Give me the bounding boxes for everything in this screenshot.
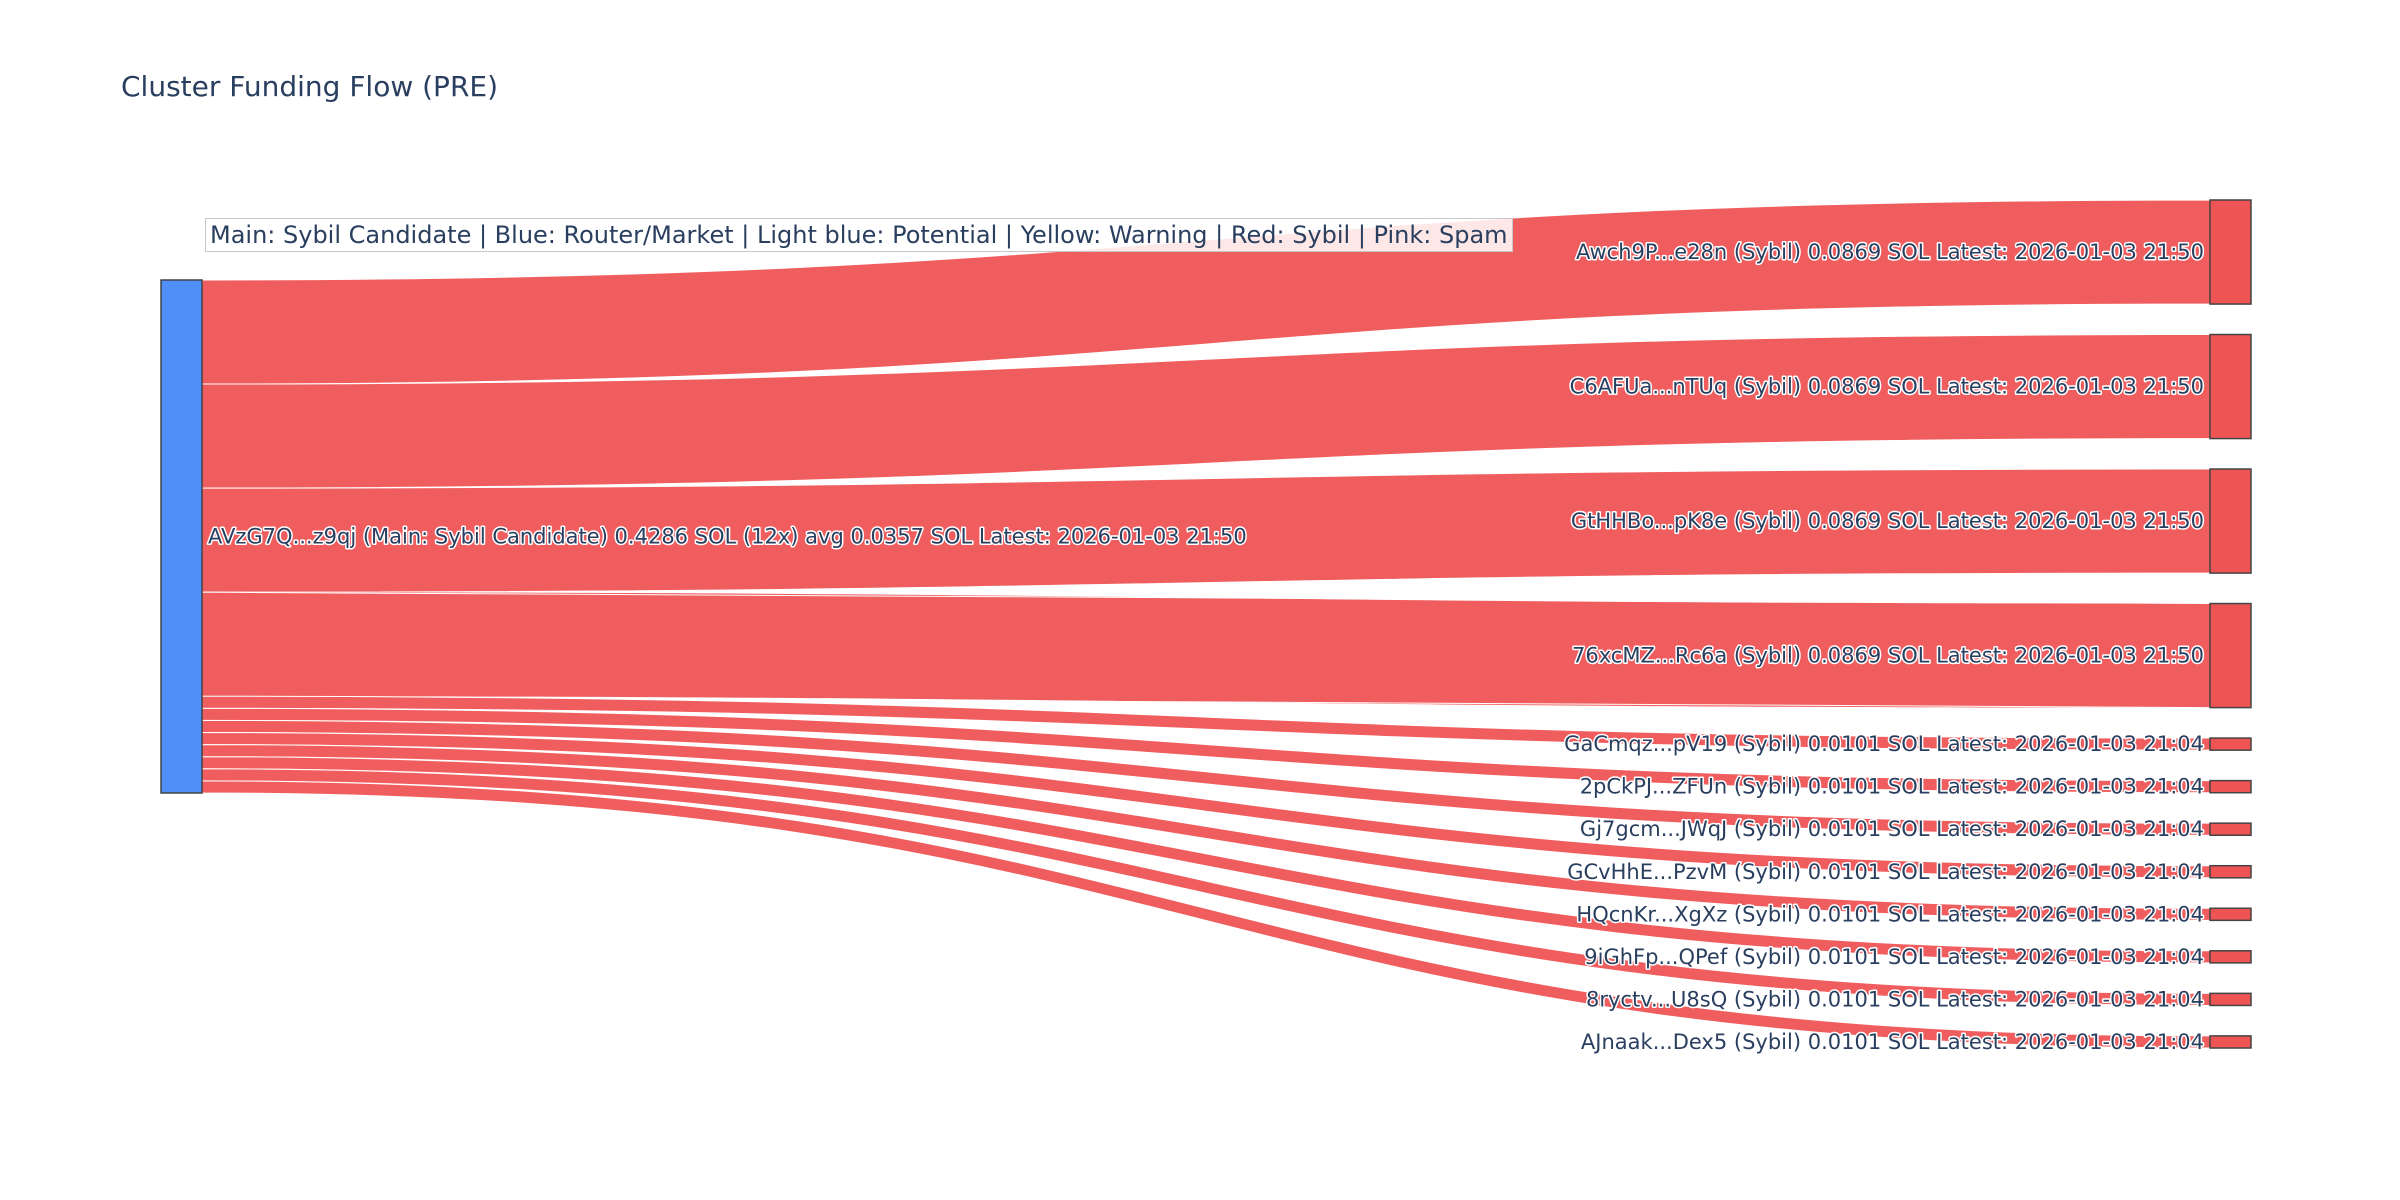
- chart-title: Cluster Funding Flow (PRE): [121, 70, 499, 103]
- sankey-links: [201, 199, 2211, 1049]
- target-node-label: HQcnKr...XgXz (Sybil) 0.0101 SOL Latest:…: [1576, 902, 2204, 926]
- target-node[interactable]: [2209, 199, 2252, 305]
- target-node-label: 9iGhFp...QPef (Sybil) 0.0101 SOL Latest:…: [1584, 945, 2204, 969]
- legend-annotation: Main: Sybil Candidate | Blue: Router/Mar…: [205, 218, 1513, 252]
- target-node[interactable]: [2209, 992, 2252, 1007]
- target-node[interactable]: [2209, 864, 2252, 879]
- target-node-label: 76xcMZ...Rc6a (Sybil) 0.0869 SOL Latest:…: [1572, 644, 2204, 668]
- target-node[interactable]: [2209, 950, 2252, 964]
- target-node-label: Gj7gcm...JWqJ (Sybil) 0.0101 SOL Latest:…: [1580, 817, 2204, 841]
- target-node-label: AJnaak...Dex5 (Sybil) 0.0101 SOL Latest:…: [1581, 1030, 2204, 1054]
- target-node-label: Awch9P...e28n (Sybil) 0.0869 SOL Latest:…: [1576, 240, 2204, 264]
- target-node-label: GtHHBo...pK8e (Sybil) 0.0869 SOL Latest:…: [1571, 509, 2204, 533]
- target-node-label: C6AFUa...nTUq (Sybil) 0.0869 SOL Latest:…: [1570, 375, 2204, 399]
- target-node[interactable]: [2209, 737, 2252, 751]
- source-node-label: AVzG7Q...z9qj (Main: Sybil Candidate) 0.…: [208, 525, 1247, 549]
- target-node[interactable]: [2209, 907, 2252, 922]
- target-node[interactable]: [2209, 468, 2252, 574]
- target-node[interactable]: [2209, 1035, 2252, 1049]
- target-node[interactable]: [2209, 602, 2252, 709]
- target-node-label: GaCmqz...pV19 (Sybil) 0.0101 SOL Latest:…: [1564, 732, 2204, 756]
- target-node[interactable]: [2209, 822, 2252, 837]
- target-node-label: 2pCkPJ...ZFUn (Sybil) 0.0101 SOL Latest:…: [1580, 775, 2204, 799]
- sankey-nodes: [160, 199, 2252, 1049]
- target-node[interactable]: [2209, 779, 2252, 794]
- target-node-label: GCvHhE...PzvM (Sybil) 0.0101 SOL Latest:…: [1567, 860, 2204, 884]
- source-node[interactable]: [160, 279, 203, 794]
- target-node-label: 8ryctv...U8sQ (Sybil) 0.0101 SOL Latest:…: [1586, 987, 2204, 1011]
- sankey-labels: AVzG7Q...z9qj (Main: Sybil Candidate) 0.…: [207, 239, 2206, 1056]
- target-node[interactable]: [2209, 333, 2252, 440]
